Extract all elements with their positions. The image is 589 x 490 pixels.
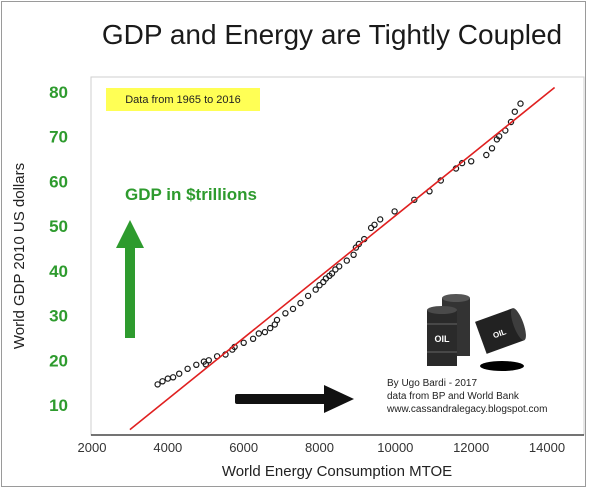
y-tick-label: 40 [49,262,68,281]
y-tick-label: 70 [49,128,68,147]
x-tick-label: 14000 [529,440,565,455]
data-point [205,357,212,364]
data-point [154,381,161,388]
svg-text:OIL: OIL [435,334,451,344]
x-tick-label: 8000 [305,440,334,455]
x-tick-label: 12000 [453,440,489,455]
data-point [316,282,323,289]
x-tick-label: 6000 [229,440,258,455]
data-point [164,375,171,382]
up-arrow-icon [116,220,144,338]
credit-source: data from BP and World Bank [387,391,520,402]
data-point [289,305,297,313]
svg-text:OIL: OIL [492,327,508,340]
chart-title: GDP and Energy are Tightly Coupled [102,19,562,50]
credit-author: By Ugo Bardi - 2017 [387,378,477,389]
data-point [328,270,336,277]
gdp-label: GDP in $trillions [125,185,257,204]
data-point [202,361,209,368]
data-point [336,263,343,270]
data-point [169,374,177,381]
y-tick-label: 10 [49,396,68,415]
data-point [391,208,398,215]
data-point [483,151,490,159]
data-point [350,251,357,258]
data-point [267,324,274,332]
note-text: Data from 1965 to 2016 [125,94,241,106]
right-arrow-icon [235,385,354,413]
data-point [304,292,312,300]
data-point [261,328,269,336]
data-point [184,365,191,372]
x-axis-label: World Energy Consumption MTOE [222,463,452,480]
data-point [273,316,281,324]
data-point [159,378,166,385]
data-point [517,100,524,107]
x-tick-label: 10000 [377,440,413,455]
oil-barrel-icon: OIL OIL [427,294,526,371]
y-tick-label: 60 [49,172,68,191]
note-box [106,88,260,111]
data-point [255,330,262,337]
data-point [411,196,418,203]
y-tick-label: 50 [49,217,68,236]
x-tick-labels: 2000 4000 6000 8000 10000 12000 14000 [78,440,566,455]
data-point [343,257,350,264]
y-tick-label: 30 [49,307,68,326]
data-point [240,339,247,346]
y-tick-label: 20 [49,351,68,370]
data-point [377,216,384,223]
data-point [371,221,378,228]
x-tick-label: 4000 [153,440,182,455]
data-point [511,108,518,115]
data-point [312,286,319,293]
data-point [367,224,375,232]
credit-website: www.cassandralegacy.blogspot.com [386,404,547,415]
y-tick-labels: 10 20 30 40 50 60 70 80 [49,83,68,415]
y-axis-label: World GDP 2010 US dollars [11,163,28,349]
data-point [249,335,257,342]
x-tick-label: 2000 [78,440,107,455]
data-point [468,158,475,165]
data-point [496,133,503,140]
data-point [488,145,496,152]
data-point [332,266,339,273]
data-point [297,299,304,307]
data-point [507,118,515,126]
fit-line [129,86,556,431]
data-point [175,370,183,377]
y-tick-label: 80 [49,83,68,102]
data-point [193,361,200,368]
data-point [282,310,289,317]
